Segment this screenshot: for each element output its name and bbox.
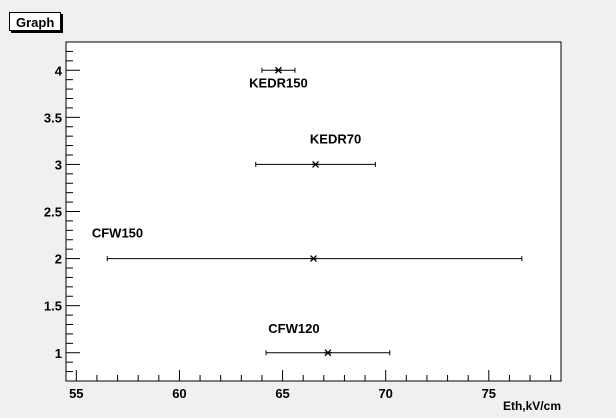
x-tick-label: 70: [378, 386, 392, 401]
y-tick-label: 4: [55, 63, 63, 78]
x-tick-label: 60: [172, 386, 186, 401]
data-point: [324, 349, 332, 357]
y-tick-label: 1: [55, 346, 62, 361]
data-point: [312, 160, 320, 168]
point-label: CFW120: [268, 321, 319, 336]
data-point: [310, 255, 317, 263]
y-tick-label: 2.5: [44, 205, 62, 220]
x-axis-label: Eth,kV/cm: [503, 399, 561, 413]
data-marks: CFW120 CFW150 KEDR70 KEDR150: [92, 66, 523, 357]
plot-frame: [65, 41, 562, 382]
y-tick-label: 3.5: [44, 110, 62, 125]
y-tick-label: 3: [55, 157, 62, 172]
point-label: KEDR150: [249, 75, 308, 90]
axes: 55 60 65 70 75 1 1.5 2 2.5 3 3.5 4: [44, 41, 552, 401]
x-tick-label: 75: [482, 386, 496, 401]
y-tick-label: 1.5: [44, 299, 62, 314]
point-label: KEDR70: [310, 131, 361, 146]
point-label: CFW150: [92, 226, 143, 241]
x-tick-label: 65: [275, 386, 289, 401]
x-tick-label: 55: [69, 386, 83, 401]
chart-title: Graph: [9, 12, 62, 31]
y-tick-label: 2: [55, 252, 62, 267]
data-point: [274, 66, 282, 74]
